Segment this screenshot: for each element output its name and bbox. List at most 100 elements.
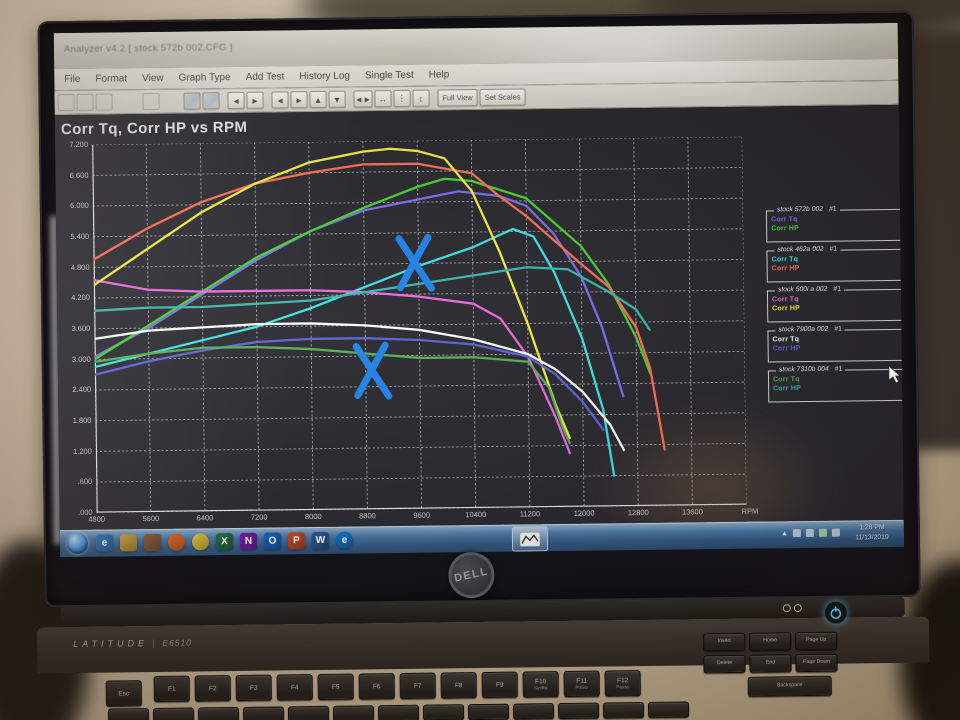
key-f11[interactable]: F11 PrtScr: [563, 670, 600, 697]
key-partial[interactable]: [197, 706, 240, 720]
menu-item-graph-type[interactable]: Graph Type: [178, 72, 231, 84]
key-home[interactable]: Home: [749, 632, 792, 651]
x-tick-label: 13600: [681, 507, 703, 517]
key-f2[interactable]: F2: [194, 675, 231, 702]
gridline-h: [95, 412, 746, 422]
key-partial[interactable]: [512, 703, 555, 720]
legend-entry-corr-tq: Corr Tq: [771, 256, 799, 264]
key-insert[interactable]: Insert: [703, 632, 746, 652]
key-f3[interactable]: F3: [235, 674, 272, 702]
key-esc[interactable]: Esc: [105, 680, 142, 707]
taskbar-icon-outlook[interactable]: O: [263, 532, 282, 550]
toolbar-ghost-button[interactable]: [57, 93, 75, 112]
toolbar-arrow-button-0[interactable]: ◄: [227, 91, 245, 110]
graph-thumbnail-button[interactable]: [183, 92, 201, 110]
taskbar-icon-internet-explorer[interactable]: e: [95, 534, 114, 552]
key-page-down[interactable]: Page Down: [795, 653, 838, 673]
key-partial[interactable]: [152, 707, 195, 720]
taskbar-icon-onenote[interactable]: N: [239, 532, 258, 550]
taskbar-icon-explorer-folder[interactable]: [119, 534, 138, 552]
legend-box-stock-572b-002: stock 572b 002 #1 Corr Tq Corr HP: [765, 205, 903, 243]
key-f5[interactable]: F5: [317, 673, 354, 701]
toolbar-arrow-button-1[interactable]: ►: [290, 91, 308, 109]
gridline-v: [687, 136, 693, 506]
key-partial[interactable]: [287, 705, 330, 720]
key-f9[interactable]: F9: [481, 671, 518, 699]
key-label: F3: [249, 684, 258, 692]
graph-thumbnail-button[interactable]: [202, 92, 220, 110]
latitude-label: LATITUDE: [73, 638, 149, 649]
taskbar-icon-excel[interactable]: X: [215, 533, 234, 551]
set-scales-button[interactable]: Set Scales: [479, 88, 526, 106]
y-axis-line: [92, 144, 98, 513]
toolbar-arrow-button-1[interactable]: ◄: [271, 91, 289, 109]
toolbar-arrow-button-2[interactable]: ↔: [374, 90, 392, 108]
key-f4[interactable]: F4: [276, 674, 313, 701]
taskbar-icon-edge[interactable]: e: [335, 531, 354, 549]
key-partial[interactable]: [557, 702, 600, 720]
y-tick-label: 3.600: [71, 323, 91, 333]
key-f8[interactable]: F8: [440, 672, 477, 699]
x-tick-label: 8000: [304, 511, 322, 522]
toolbar-ghost-button[interactable]: [142, 92, 160, 111]
legend-entry-corr-hp: Corr HP: [772, 345, 801, 353]
key-backspace[interactable]: Backspace: [747, 675, 832, 697]
dell-logo-text: DELL: [453, 565, 490, 585]
key-partial[interactable]: [602, 702, 645, 719]
menu-item-format[interactable]: Format: [95, 73, 128, 85]
hidden-icons-chevron[interactable]: ▲: [780, 529, 788, 537]
menu-item-add-test[interactable]: Add Test: [245, 71, 285, 83]
key-partial[interactable]: [107, 708, 150, 720]
taskbar-icon-firefox[interactable]: [167, 533, 186, 551]
tray-icon[interactable]: [805, 528, 814, 538]
key-f10[interactable]: F10 SysRq: [522, 671, 559, 698]
key-end[interactable]: End: [749, 654, 792, 673]
full-view-button[interactable]: Full View: [437, 89, 478, 107]
power-button[interactable]: [824, 601, 848, 624]
toolbar-arrow-button-1[interactable]: ▲: [309, 90, 327, 109]
key-partial[interactable]: [242, 706, 285, 720]
key-f1[interactable]: F1: [153, 675, 190, 703]
taskbar-clock[interactable]: 1:28 PM 11/13/2019: [846, 523, 898, 544]
network-icon[interactable]: [818, 528, 827, 537]
taskbar-icon-word[interactable]: W: [311, 531, 330, 550]
key-f7[interactable]: F7: [399, 672, 436, 700]
system-tray[interactable]: ▲: [780, 528, 840, 538]
start-button[interactable]: [66, 532, 89, 555]
toolbar-ghost-button[interactable]: [95, 93, 113, 111]
y-tick-label: 6.000: [70, 201, 89, 211]
toolbar-arrow-button-0[interactable]: ►: [246, 91, 264, 109]
taskbar-icon-chrome[interactable]: [191, 533, 210, 551]
toolbar-arrow-button-2[interactable]: ◄►: [353, 90, 373, 108]
menu-item-single-test[interactable]: Single Test: [364, 69, 414, 82]
menu-item-history-log[interactable]: History Log: [299, 70, 351, 83]
gridline-v: [741, 136, 747, 506]
key-partial[interactable]: [377, 704, 420, 720]
toolbar-arrow-button-1[interactable]: ▼: [328, 90, 346, 108]
key-page-up[interactable]: Page Up: [795, 631, 838, 651]
legend-test-name: stock 500i a 002 #1: [774, 285, 845, 294]
toolbar-arrow-button-2[interactable]: ↕: [412, 89, 430, 107]
gridline-h: [94, 350, 746, 360]
toolbar-ghost-button[interactable]: [76, 93, 94, 111]
window-title: Analyzer v4.2 [ stock 572b 002.CFG ]: [63, 41, 233, 56]
key-partial[interactable]: [332, 705, 375, 720]
taskbar-icon-powerpoint[interactable]: P: [287, 532, 306, 550]
key-label: Insert: [717, 638, 731, 645]
menu-item-view[interactable]: View: [142, 72, 164, 85]
volume-icon[interactable]: [831, 528, 840, 537]
key-delete[interactable]: Delete: [703, 654, 746, 674]
menu-item-file[interactable]: File: [64, 73, 81, 86]
key-partial[interactable]: [467, 703, 510, 720]
key-partial[interactable]: [422, 704, 465, 720]
legend-test-name: stock 572b 002 #1: [773, 205, 840, 214]
toolbar-arrow-button-2[interactable]: ⋮: [393, 89, 411, 108]
dyno-app-taskbar-button[interactable]: [511, 526, 549, 552]
key-f12[interactable]: F12 Pause: [604, 670, 641, 697]
key-partial[interactable]: [647, 701, 690, 718]
menu-item-help[interactable]: Help: [428, 69, 450, 81]
taskbar-icon-media-app[interactable]: [143, 533, 162, 552]
tray-icon[interactable]: [792, 529, 801, 538]
key-f6[interactable]: F6: [358, 673, 395, 700]
legend-entries: Corr Tq Corr HP: [769, 375, 801, 393]
